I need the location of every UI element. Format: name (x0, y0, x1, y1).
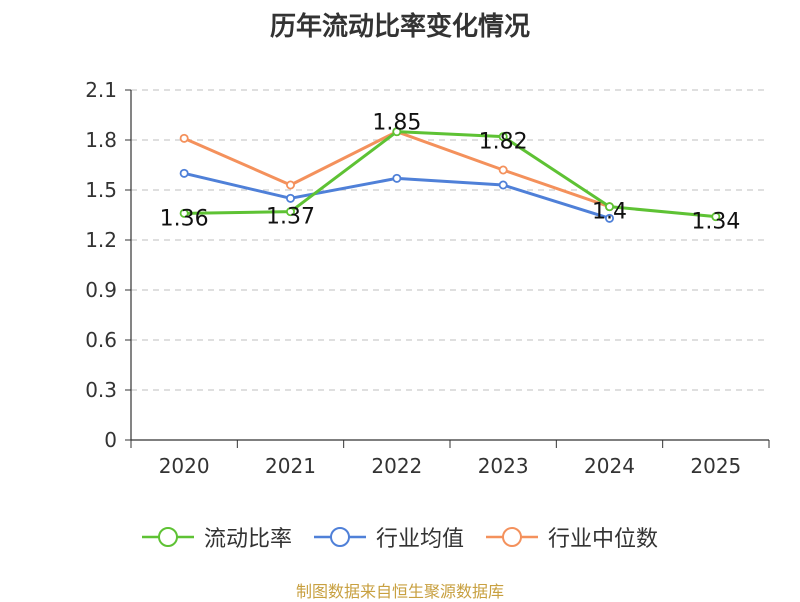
x-tick-label: 2022 (371, 454, 422, 478)
x-tick-label: 2024 (584, 454, 635, 478)
data-point (605, 202, 615, 212)
series-group (179, 127, 721, 223)
y-tick-label: 0 (104, 428, 117, 452)
y-tick-label: 2.1 (85, 78, 117, 102)
y-tick-label: 1.8 (85, 128, 117, 152)
x-tick-label: 2021 (265, 454, 316, 478)
data-point (498, 132, 508, 142)
data-point (285, 180, 295, 190)
y-tick-label: 1.5 (85, 178, 117, 202)
data-label: 1.82 (479, 130, 528, 155)
legend: 流动比率 行业均值 行业中位数 (0, 520, 800, 554)
data-point (285, 193, 295, 203)
data-point (711, 212, 721, 222)
y-tick-label: 0.9 (85, 278, 117, 302)
data-point (285, 207, 295, 217)
data-point (605, 213, 615, 223)
legend-marker-icon (141, 527, 194, 547)
legend-marker-icon (486, 527, 538, 547)
axes: 0 0.3 0.6 0.9 1.2 1.5 1.8 2.1 2020 2021 2022 2023 20… (85, 78, 770, 478)
data-label: 1.37 (266, 205, 315, 230)
y-tick-label: 1.2 (85, 228, 117, 252)
legend-item-3[interactable]: 行业中位数 (486, 521, 658, 553)
legend-label: 行业中位数 (548, 527, 659, 552)
y-tick-label: 0.6 (85, 328, 117, 352)
x-tick-label: 2020 (159, 454, 210, 478)
data-point (498, 165, 508, 175)
legend-marker-icon (313, 527, 366, 547)
data-point (179, 168, 189, 178)
legend-item-1[interactable]: 流动比率 (141, 521, 292, 553)
data-labels: 1.36 1.37 1.85 1.82 1.4 1.34 (160, 111, 741, 235)
x-tick-label: 2025 (690, 454, 741, 478)
data-label: 1.36 (160, 206, 209, 231)
legend-label: 行业均值 (375, 527, 464, 552)
data-point (179, 208, 189, 218)
data-point (498, 180, 508, 190)
data-label: 1.85 (372, 111, 421, 136)
data-point (392, 173, 402, 183)
legend-label: 流动比率 (203, 527, 292, 552)
grid-lines (131, 89, 769, 391)
source-note: 制图数据来自恒生聚源数据库 (295, 582, 504, 601)
data-point (179, 133, 189, 143)
data-point (392, 127, 402, 137)
chart-title: 历年流动比率变化情况 (269, 12, 530, 42)
series-line-1 (184, 130, 716, 219)
x-tick-label: 2023 (478, 454, 529, 478)
data-label: 1.4 (592, 200, 627, 225)
series-line-3 (183, 130, 610, 209)
y-tick-label: 0.3 (85, 378, 117, 402)
legend-item-2[interactable]: 行业均值 (313, 521, 464, 553)
data-label: 1.34 (691, 210, 740, 235)
